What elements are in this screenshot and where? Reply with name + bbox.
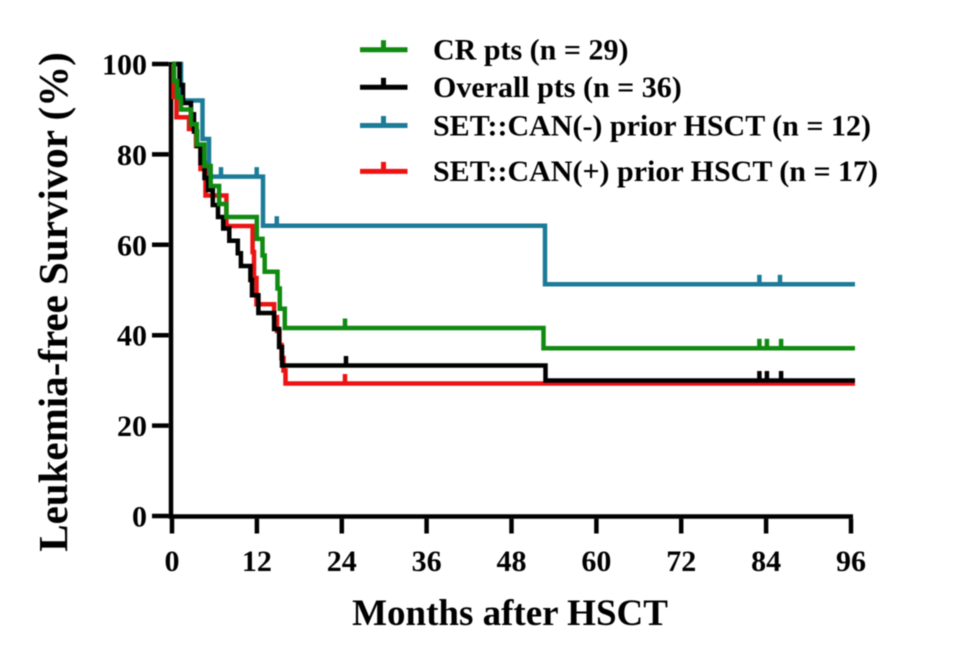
svg-text:36: 36 [412,545,442,578]
svg-text:60: 60 [581,545,611,578]
svg-text:SET::CAN(+) prior HSCT (n = 17: SET::CAN(+) prior HSCT (n = 17) [433,155,878,188]
svg-text:80: 80 [117,139,147,172]
svg-text:48: 48 [497,545,527,578]
svg-text:0: 0 [165,545,180,578]
svg-text:72: 72 [666,545,696,578]
svg-text:0: 0 [132,501,147,534]
svg-text:60: 60 [117,229,147,262]
svg-text:Overall pts (n = 36): Overall pts (n = 36) [433,71,682,104]
svg-text:Months after HSCT: Months after HSCT [352,593,668,634]
svg-text:40: 40 [117,320,147,353]
svg-text:CR pts (n = 29): CR pts (n = 29) [433,34,628,67]
svg-text:20: 20 [117,410,147,443]
svg-text:SET::CAN(-) prior HSCT (n = 12: SET::CAN(-) prior HSCT (n = 12) [433,109,871,142]
svg-text:96: 96 [836,545,866,578]
svg-text:Leukemia-free Survivor (%): Leukemia-free Survivor (%) [30,52,76,552]
svg-text:24: 24 [327,545,357,578]
svg-text:84: 84 [751,545,781,578]
svg-text:12: 12 [242,545,272,578]
svg-text:100: 100 [102,49,147,82]
